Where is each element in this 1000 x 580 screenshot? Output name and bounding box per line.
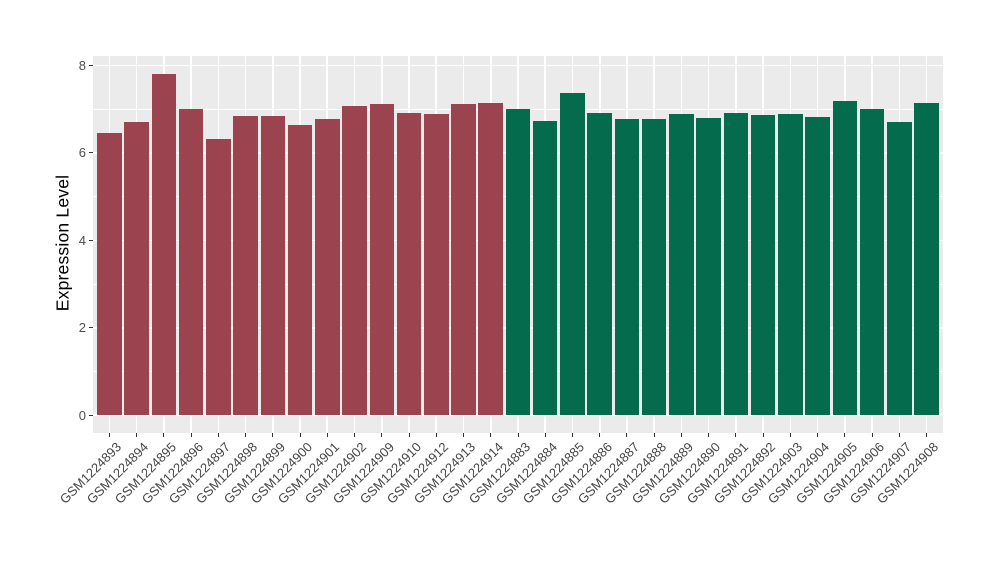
bar-GSM1224887 <box>614 118 640 416</box>
x-tick-mark <box>136 433 138 437</box>
bar-GSM1224904 <box>805 116 830 416</box>
y-tick-mark <box>89 239 93 241</box>
y-tick-label: 2 <box>78 320 86 336</box>
x-tick-mark <box>245 433 247 437</box>
x-tick-mark <box>108 433 110 437</box>
x-tick-mark <box>490 433 492 437</box>
bar-GSM1224892 <box>750 114 776 416</box>
x-tick-mark <box>898 433 900 437</box>
y-tick-mark <box>89 327 93 329</box>
bar-GSM1224883 <box>505 108 531 416</box>
x-tick-mark <box>735 433 737 437</box>
x-tick-mark <box>544 433 546 437</box>
plot-panel <box>93 56 943 433</box>
y-tick-label: 4 <box>78 232 86 248</box>
x-tick-mark <box>381 433 383 437</box>
y-tick-mark <box>89 414 93 416</box>
x-tick-mark <box>354 433 356 437</box>
x-tick-mark <box>626 433 628 437</box>
x-tick-mark <box>789 433 791 437</box>
x-tick-mark <box>217 433 219 437</box>
bar-GSM1224899 <box>260 115 286 416</box>
x-tick-mark <box>408 433 410 437</box>
x-tick-mark <box>272 433 274 437</box>
y-tick-mark <box>89 152 93 154</box>
bar-GSM1224912 <box>424 113 449 416</box>
bar-GSM1224914 <box>478 102 503 416</box>
x-tick-mark <box>299 433 301 437</box>
bar-GSM1224884 <box>532 120 558 416</box>
major-gridline <box>93 64 943 67</box>
x-tick-mark <box>463 433 464 437</box>
bar-GSM1224886 <box>587 112 612 416</box>
bar-GSM1224905 <box>832 100 858 416</box>
bar-GSM1224910 <box>396 113 422 416</box>
bar-GSM1224885 <box>560 92 585 416</box>
x-tick-mark <box>817 433 819 437</box>
x-tick-mark <box>762 433 764 437</box>
x-tick-mark <box>190 433 192 437</box>
x-tick-mark <box>599 433 601 437</box>
bar-GSM1224908 <box>914 102 939 416</box>
bar-GSM1224900 <box>287 125 313 416</box>
bar-GSM1224898 <box>233 115 258 416</box>
bar-GSM1224894 <box>124 122 149 416</box>
bar-GSM1224893 <box>97 132 122 416</box>
x-tick-mark <box>844 433 846 437</box>
x-tick-mark <box>435 433 437 437</box>
bar-GSM1224895 <box>151 73 177 416</box>
x-tick-mark <box>653 433 655 437</box>
bar-GSM1224906 <box>859 109 885 416</box>
x-tick-mark <box>708 433 710 437</box>
x-tick-mark <box>871 433 873 437</box>
x-tick-mark <box>326 433 328 437</box>
x-tick-mark <box>680 433 682 437</box>
bar-GSM1224897 <box>206 139 231 416</box>
y-tick-label: 0 <box>78 407 86 423</box>
y-tick-label: 6 <box>78 145 86 161</box>
bar-GSM1224903 <box>778 114 803 416</box>
bar-GSM1224902 <box>342 106 367 416</box>
y-tick-mark <box>89 65 93 67</box>
x-tick-mark <box>163 433 165 437</box>
bar-GSM1224891 <box>723 112 749 416</box>
bar-GSM1224907 <box>887 121 912 416</box>
x-tick-mark <box>517 433 519 437</box>
major-gridline <box>93 414 943 416</box>
bar-GSM1224901 <box>315 118 340 416</box>
x-tick-mark <box>926 433 928 437</box>
bar-GSM1224909 <box>369 103 395 416</box>
bar-GSM1224890 <box>696 117 721 416</box>
bar-GSM1224896 <box>178 109 204 416</box>
y-tick-label: 8 <box>78 58 86 74</box>
bar-GSM1224913 <box>451 103 476 416</box>
bar-GSM1224889 <box>669 114 694 416</box>
x-tick-mark <box>571 433 573 437</box>
bar-GSM1224888 <box>641 119 667 416</box>
